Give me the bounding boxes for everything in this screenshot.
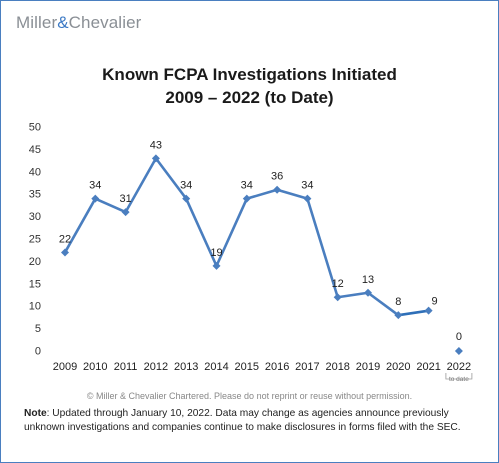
x-tick-label: 2015 <box>235 361 259 373</box>
data-point-marker <box>273 185 282 194</box>
x-tick-label: 2012 <box>144 361 168 373</box>
data-label: 31 <box>119 193 131 205</box>
x-tick-label: 2020 <box>386 361 410 373</box>
data-label: 34 <box>180 180 192 192</box>
y-tick-label: 30 <box>29 211 41 223</box>
data-label: 36 <box>271 171 283 183</box>
data-label: 12 <box>332 278 344 290</box>
data-point-marker <box>212 261 221 270</box>
footnote: Note: Updated through January 10, 2022. … <box>24 407 486 435</box>
data-label: 0 <box>456 331 462 343</box>
series-line-segment <box>397 309 430 317</box>
y-tick-label: 5 <box>35 323 41 335</box>
copyright-notice: © Miller & Chevalier Chartered. Please d… <box>86 391 413 401</box>
x-tick-label: 2022 <box>447 361 471 373</box>
note-label: Note <box>24 408 47 419</box>
x-tick-label: 2013 <box>174 361 198 373</box>
data-label: 34 <box>89 180 101 192</box>
annotation-bracket <box>445 373 473 380</box>
data-label: 34 <box>301 180 313 192</box>
y-tick-label: 45 <box>29 144 41 156</box>
data-point-marker <box>91 194 100 203</box>
x-tick-label: 2011 <box>114 361 138 373</box>
data-label: 13 <box>362 274 374 286</box>
data-point-marker <box>303 194 312 203</box>
data-point-marker <box>424 306 433 315</box>
x-tick-label: 2009 <box>53 361 77 373</box>
chart-subtitle: 2009 – 2022 (to Date) <box>165 88 334 107</box>
x-tick-label: 2017 <box>295 361 319 373</box>
data-label: 22 <box>59 233 71 245</box>
x-tick-label: 2016 <box>265 361 289 373</box>
y-tick-label: 50 <box>29 122 41 134</box>
data-label: 9 <box>432 296 438 308</box>
series-line <box>63 157 400 317</box>
y-tick-label: 35 <box>29 189 41 201</box>
chart-title: Known FCPA Investigations Initiated <box>102 65 397 84</box>
y-tick-label: 20 <box>29 256 41 268</box>
brand-name-right: Chevalier <box>68 13 142 32</box>
line-chart: 0 5 10 15 20 25 30 35 40 45 50 2009 2010 2011 2012 2013… <box>29 122 473 383</box>
data-point-marker <box>182 194 191 203</box>
brand-ampersand: & <box>57 13 69 32</box>
x-tick-label: 2019 <box>356 361 380 373</box>
note-text: : Updated through January 10, 2022. Data… <box>24 408 461 433</box>
y-tick-label: 25 <box>29 234 41 246</box>
data-point-marker <box>454 347 463 355</box>
data-point-marker <box>333 293 342 302</box>
data-label: 8 <box>395 296 401 308</box>
data-point-marker <box>151 154 160 163</box>
y-tick-label: 10 <box>29 301 41 313</box>
x-tick-label: 2018 <box>325 361 349 373</box>
data-point-marker <box>364 288 372 297</box>
y-tick-label: 0 <box>35 346 41 358</box>
data-point-marker <box>242 194 251 203</box>
data-label: 34 <box>241 180 253 192</box>
brand-name-left: Miller <box>16 13 58 32</box>
x-tick-label: 2014 <box>204 361 228 373</box>
x-tick-label: 2021 <box>416 361 440 373</box>
data-label: 43 <box>150 139 162 151</box>
data-point-marker <box>121 208 130 217</box>
brand-logo: Miller&Chevalier <box>16 13 141 33</box>
data-point-marker <box>394 311 403 320</box>
data-point-marker <box>61 248 69 257</box>
y-tick-label: 15 <box>29 278 41 290</box>
x-tick-label: 2010 <box>83 361 107 373</box>
data-label: 19 <box>210 247 222 259</box>
annotation-label: to date <box>449 376 469 383</box>
y-tick-label: 40 <box>29 166 41 178</box>
